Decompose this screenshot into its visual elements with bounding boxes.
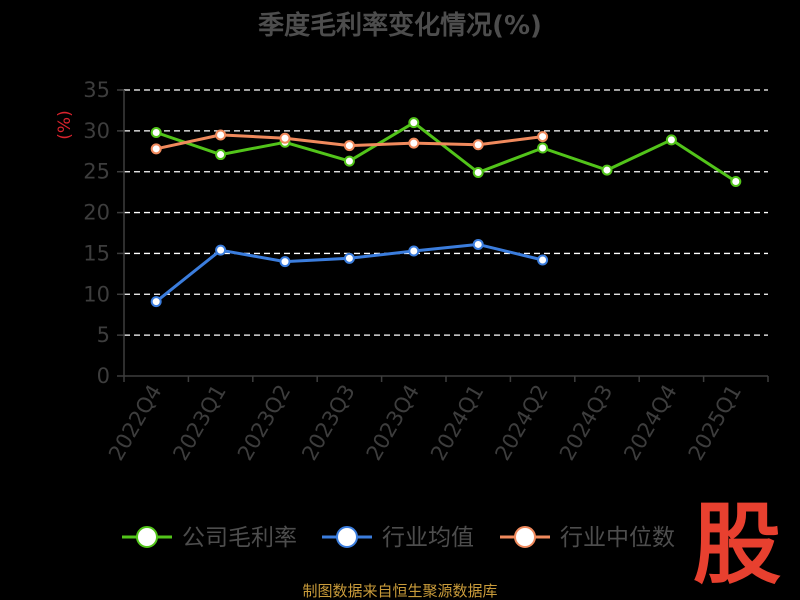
legend-marker <box>336 526 358 548</box>
data-point <box>537 131 549 143</box>
legend-marker <box>514 526 536 548</box>
y-tick-label: 35 <box>83 78 110 102</box>
data-point <box>150 126 162 138</box>
data-point <box>730 176 742 188</box>
data-point <box>408 137 420 149</box>
x-tick-label: 2023Q1 <box>168 381 230 465</box>
x-tick-label: 2023Q4 <box>362 381 424 465</box>
x-tick-label: 2024Q2 <box>490 381 552 465</box>
legend: 公司毛利率 行业均值 行业中位数 <box>122 525 675 551</box>
data-point <box>343 155 355 167</box>
x-tick-label: 2025Q1 <box>684 381 746 465</box>
data-point <box>472 139 484 151</box>
data-point <box>472 238 484 250</box>
data-point <box>343 140 355 152</box>
x-tick-labels: 2022Q4 2023Q1 2023Q2 2023Q3 2023Q4 2024Q1 2024… <box>104 381 746 465</box>
data-point <box>215 149 227 161</box>
data-point <box>537 142 549 154</box>
y-tick-label: 30 <box>83 119 110 143</box>
data-point <box>537 254 549 266</box>
y-tick-label: 0 <box>97 364 110 388</box>
data-point <box>601 164 613 176</box>
y-tick-labels: 0 5 10 15 20 25 30 35 <box>83 78 110 388</box>
data-point <box>279 132 291 144</box>
y-axis-unit: (%) <box>55 110 75 139</box>
legend-label: 公司毛利率 <box>182 525 297 551</box>
data-point <box>665 134 677 146</box>
data-point <box>215 129 227 141</box>
series-line-0 <box>155 121 737 183</box>
grid-lines <box>124 89 768 336</box>
x-tick-label: 2023Q2 <box>233 381 295 465</box>
axes <box>117 89 769 382</box>
data-point <box>343 252 355 264</box>
brand-logo: 股 <box>693 493 781 596</box>
y-tick-label: 25 <box>83 160 110 184</box>
x-tick-label: 2024Q1 <box>426 381 488 465</box>
data-point <box>408 117 420 129</box>
data-point <box>150 143 162 155</box>
series-lines <box>150 117 742 308</box>
data-point <box>215 244 227 256</box>
y-tick-label: 5 <box>97 323 110 347</box>
legend-label: 行业均值 <box>382 525 474 551</box>
data-point <box>408 245 420 257</box>
legend-marker <box>136 526 158 548</box>
y-tick-label: 20 <box>83 201 110 225</box>
x-tick-label: 2024Q3 <box>555 381 617 465</box>
data-point <box>150 296 162 308</box>
x-tick-label: 2023Q3 <box>297 381 359 465</box>
x-tick-label: 2024Q4 <box>619 381 681 465</box>
x-tick-label: 2022Q4 <box>104 381 166 465</box>
source-note: 制图数据来自恒生聚源数据库 <box>302 582 497 600</box>
chart-title: 季度毛利率变化情况(%) <box>258 10 542 41</box>
data-point <box>279 256 291 268</box>
legend-label: 行业中位数 <box>560 525 675 551</box>
y-tick-label: 15 <box>83 241 110 265</box>
data-point <box>472 167 484 179</box>
y-tick-label: 10 <box>83 282 110 306</box>
